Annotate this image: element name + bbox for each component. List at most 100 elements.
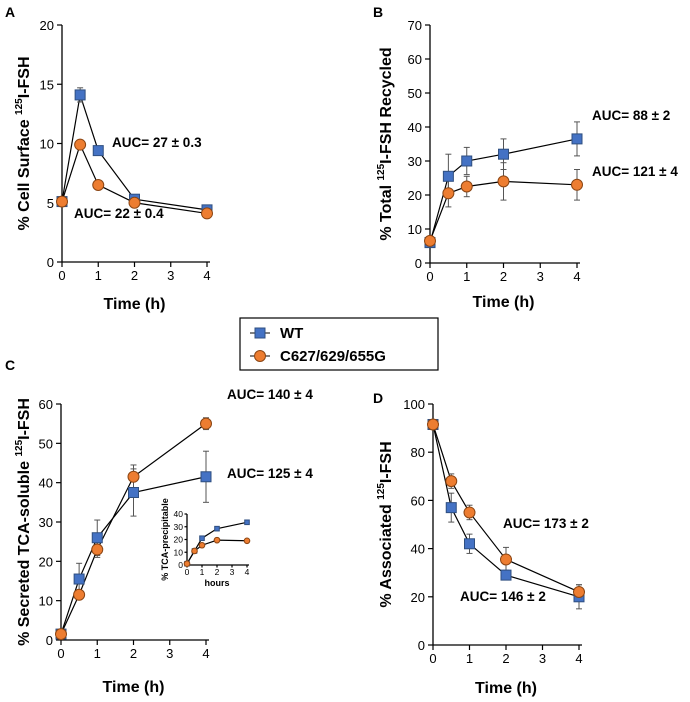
auc-annotation-wt: AUC= 125 ± 4	[227, 466, 313, 481]
point-mutant	[74, 138, 87, 151]
auc-annotation-mutant: AUC= 140 ± 4	[227, 387, 313, 402]
inset-point-mutant	[191, 547, 198, 555]
y-axis-title: % Associated 125I-FSH	[376, 441, 395, 607]
x-tick-label: 1	[466, 651, 473, 666]
inset-point-wt	[214, 525, 220, 532]
panel-label: B	[373, 4, 383, 20]
legend-box	[239, 317, 439, 371]
x-axis-title: Time (h)	[473, 294, 535, 311]
y-tick-label: 50	[408, 86, 422, 101]
point-mutant	[500, 553, 512, 566]
legend-label-mutant: C627/629/655G	[280, 348, 386, 365]
auc-annotation-wt: AUC= 27 ± 0.3	[112, 135, 202, 150]
x-tick-label: 2	[130, 646, 137, 661]
point-mutant	[73, 588, 86, 601]
point-wt	[91, 532, 103, 544]
y-axis-title: % Secreted TCA-soluble 125I-FSH	[14, 398, 33, 646]
x-tick-label: 0	[58, 268, 65, 283]
y-tick-label: 0	[418, 638, 425, 653]
y-tick-label: 100	[403, 397, 425, 412]
x-tick-label: 3	[167, 268, 174, 283]
point-mutant	[127, 470, 140, 483]
y-axis-title: % Total 125I-FSH Recycled	[376, 47, 395, 240]
legend-label-wt: WT	[280, 325, 303, 342]
point-wt	[461, 155, 473, 167]
x-tick-label: 4	[573, 269, 580, 284]
point-wt	[498, 148, 509, 160]
inset-point-wt	[199, 535, 205, 542]
auc-annotation-mutant: AUC= 22 ± 0.4	[74, 206, 164, 221]
y-tick-label: 10	[40, 137, 54, 152]
inset-y-tick-label: 40	[174, 509, 184, 519]
point-mutant	[424, 234, 436, 247]
point-mutant	[56, 195, 68, 208]
y-tick-label: 60	[408, 52, 422, 67]
inset-x-tick-label: 1	[200, 567, 205, 577]
y-tick-label: 0	[415, 256, 422, 271]
point-mutant	[497, 175, 510, 188]
inset-point-wt	[244, 519, 250, 526]
point-wt	[464, 538, 475, 550]
y-tick-label: 40	[39, 476, 53, 491]
y-tick-label: 5	[47, 196, 54, 211]
inset-point-mutant	[243, 537, 251, 545]
point-wt	[200, 471, 212, 483]
y-tick-label: 40	[411, 542, 425, 557]
x-tick-label: 2	[131, 268, 138, 283]
point-mutant	[92, 178, 105, 191]
point-wt	[74, 89, 86, 101]
x-axis-title: Time (h)	[103, 679, 165, 696]
x-axis-title: Time (h)	[475, 680, 537, 697]
x-tick-label: 3	[166, 646, 173, 661]
point-wt	[128, 487, 139, 498]
x-tick-label: 4	[203, 268, 210, 283]
auc-annotation-mutant: AUC= 173 ± 2	[503, 516, 589, 531]
panel-label: A	[5, 4, 15, 20]
legend-marker-mutant	[254, 350, 266, 362]
y-tick-label: 80	[411, 445, 425, 460]
point-mutant	[571, 178, 583, 191]
point-mutant	[128, 196, 141, 209]
x-tick-label: 1	[94, 646, 101, 661]
y-tick-label: 50	[39, 436, 53, 451]
point-wt	[92, 145, 104, 157]
y-tick-label: 30	[408, 154, 422, 169]
point-wt	[442, 170, 454, 182]
inset-point-mutant	[213, 536, 221, 544]
point-mutant	[201, 207, 213, 220]
inset-point-mutant	[198, 541, 206, 549]
point-mutant	[200, 417, 212, 430]
point-mutant	[427, 418, 439, 431]
y-tick-label: 10	[408, 222, 422, 237]
y-tick-label: 20	[39, 554, 53, 569]
y-tick-label: 60	[411, 493, 425, 508]
inset-y-tick-label: 30	[174, 522, 184, 532]
legend: WT C627/629/655G	[239, 317, 439, 371]
inset-y-tick-label: 0	[178, 560, 183, 570]
inset-x-tick-label: 2	[215, 567, 220, 577]
x-tick-label: 0	[57, 646, 64, 661]
auc-annotation-wt: AUC= 146 ± 2	[460, 589, 546, 604]
y-axis-title: % Cell Surface 125I-FSH	[14, 56, 33, 230]
y-tick-label: 10	[39, 594, 53, 609]
inset-x-tick-label: 0	[185, 567, 190, 577]
point-mutant	[463, 506, 476, 519]
x-axis-title: Time (h)	[104, 296, 166, 313]
x-tick-label: 4	[202, 646, 209, 661]
inset-y-tick-label: 20	[174, 535, 184, 545]
x-tick-label: 0	[429, 651, 436, 666]
y-tick-label: 20	[408, 188, 422, 203]
y-tick-label: 20	[411, 590, 425, 605]
x-tick-label: 1	[463, 269, 470, 284]
x-tick-label: 2	[500, 269, 507, 284]
point-mutant	[573, 585, 585, 598]
inset-x-tick-label: 3	[230, 567, 235, 577]
point-wt	[73, 573, 85, 585]
y-tick-label: 40	[408, 120, 422, 135]
x-tick-label: 3	[539, 651, 546, 666]
